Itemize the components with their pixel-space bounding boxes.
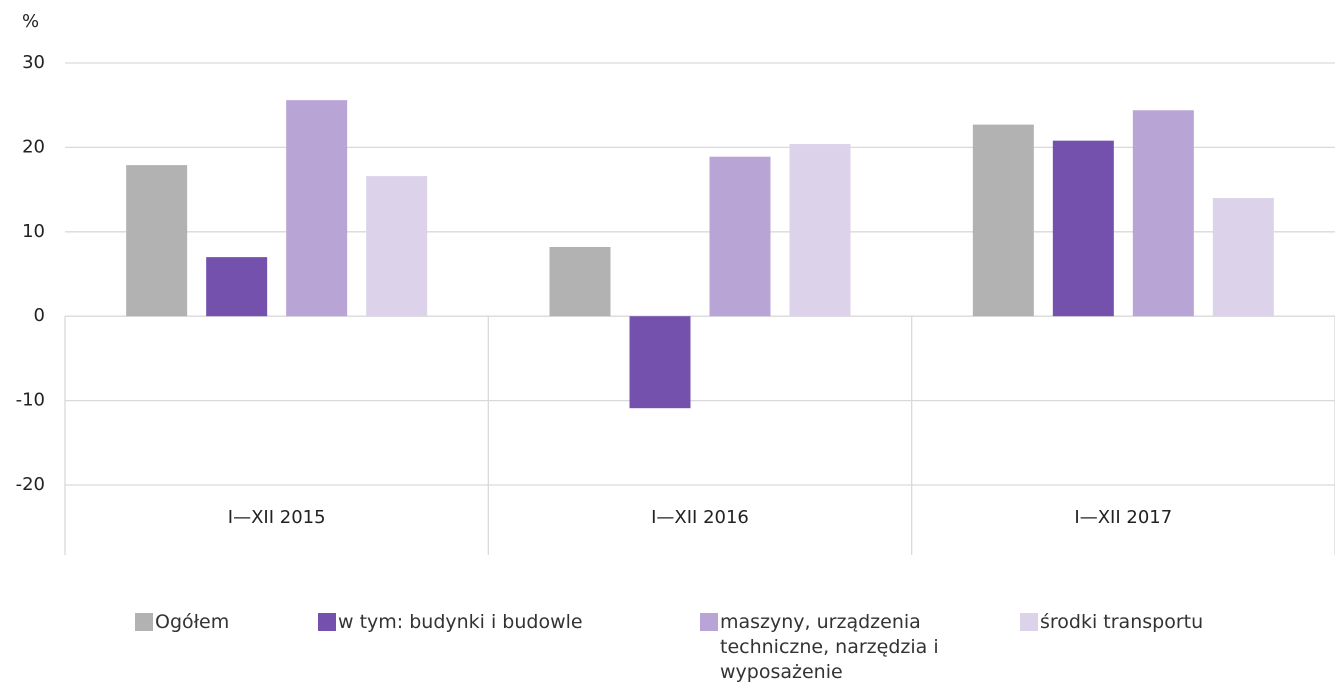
bar [286, 100, 348, 317]
legend-item: maszyny, urządzenia techniczne, narzędzi… [700, 610, 1000, 685]
bar [789, 144, 851, 317]
bar [1132, 110, 1194, 317]
legend-item: w tym: budynki i budowle [318, 610, 688, 635]
legend-label: środki transportu [1040, 611, 1204, 633]
legend-swatch [1020, 613, 1038, 631]
chart: % -20 -10 0 10 20 30 I—XII 2015 I—XII 2016 I—XII… [16, 11, 1335, 555]
y-tick-label: 30 [22, 52, 45, 73]
legend-label: w tym: budynki i budowle [338, 611, 583, 633]
y-tick-label: 0 [34, 305, 45, 326]
y-tick-label: 20 [22, 136, 45, 157]
legend-swatch [318, 613, 336, 631]
bar [206, 257, 268, 317]
legend-swatch [135, 613, 153, 631]
legend-item: środki transportu [1020, 610, 1320, 635]
bar [972, 124, 1034, 317]
y-tick-label: -20 [16, 474, 45, 495]
y-axis-label: % [22, 11, 39, 32]
bar [709, 156, 771, 317]
y-tick-label: -10 [16, 390, 45, 411]
bar [126, 165, 188, 317]
y-tick-label: 10 [22, 221, 45, 242]
bar [629, 316, 691, 409]
bar [366, 176, 428, 317]
x-tick-label: I—XII 2015 [228, 507, 326, 528]
x-tick-label: I—XII 2016 [651, 507, 749, 528]
legend-label: Ogółem [155, 611, 230, 633]
legend: Ogółem w tym: budynki i budowle maszyny, u… [0, 610, 1335, 690]
bar [1052, 140, 1114, 317]
legend-item: Ogółem [135, 610, 305, 635]
legend-swatch [700, 613, 718, 631]
x-tick-label: I—XII 2017 [1074, 507, 1172, 528]
bar [1212, 198, 1274, 317]
legend-label: maszyny, urządzenia techniczne, narzędzi… [720, 611, 939, 683]
bar [549, 246, 611, 317]
